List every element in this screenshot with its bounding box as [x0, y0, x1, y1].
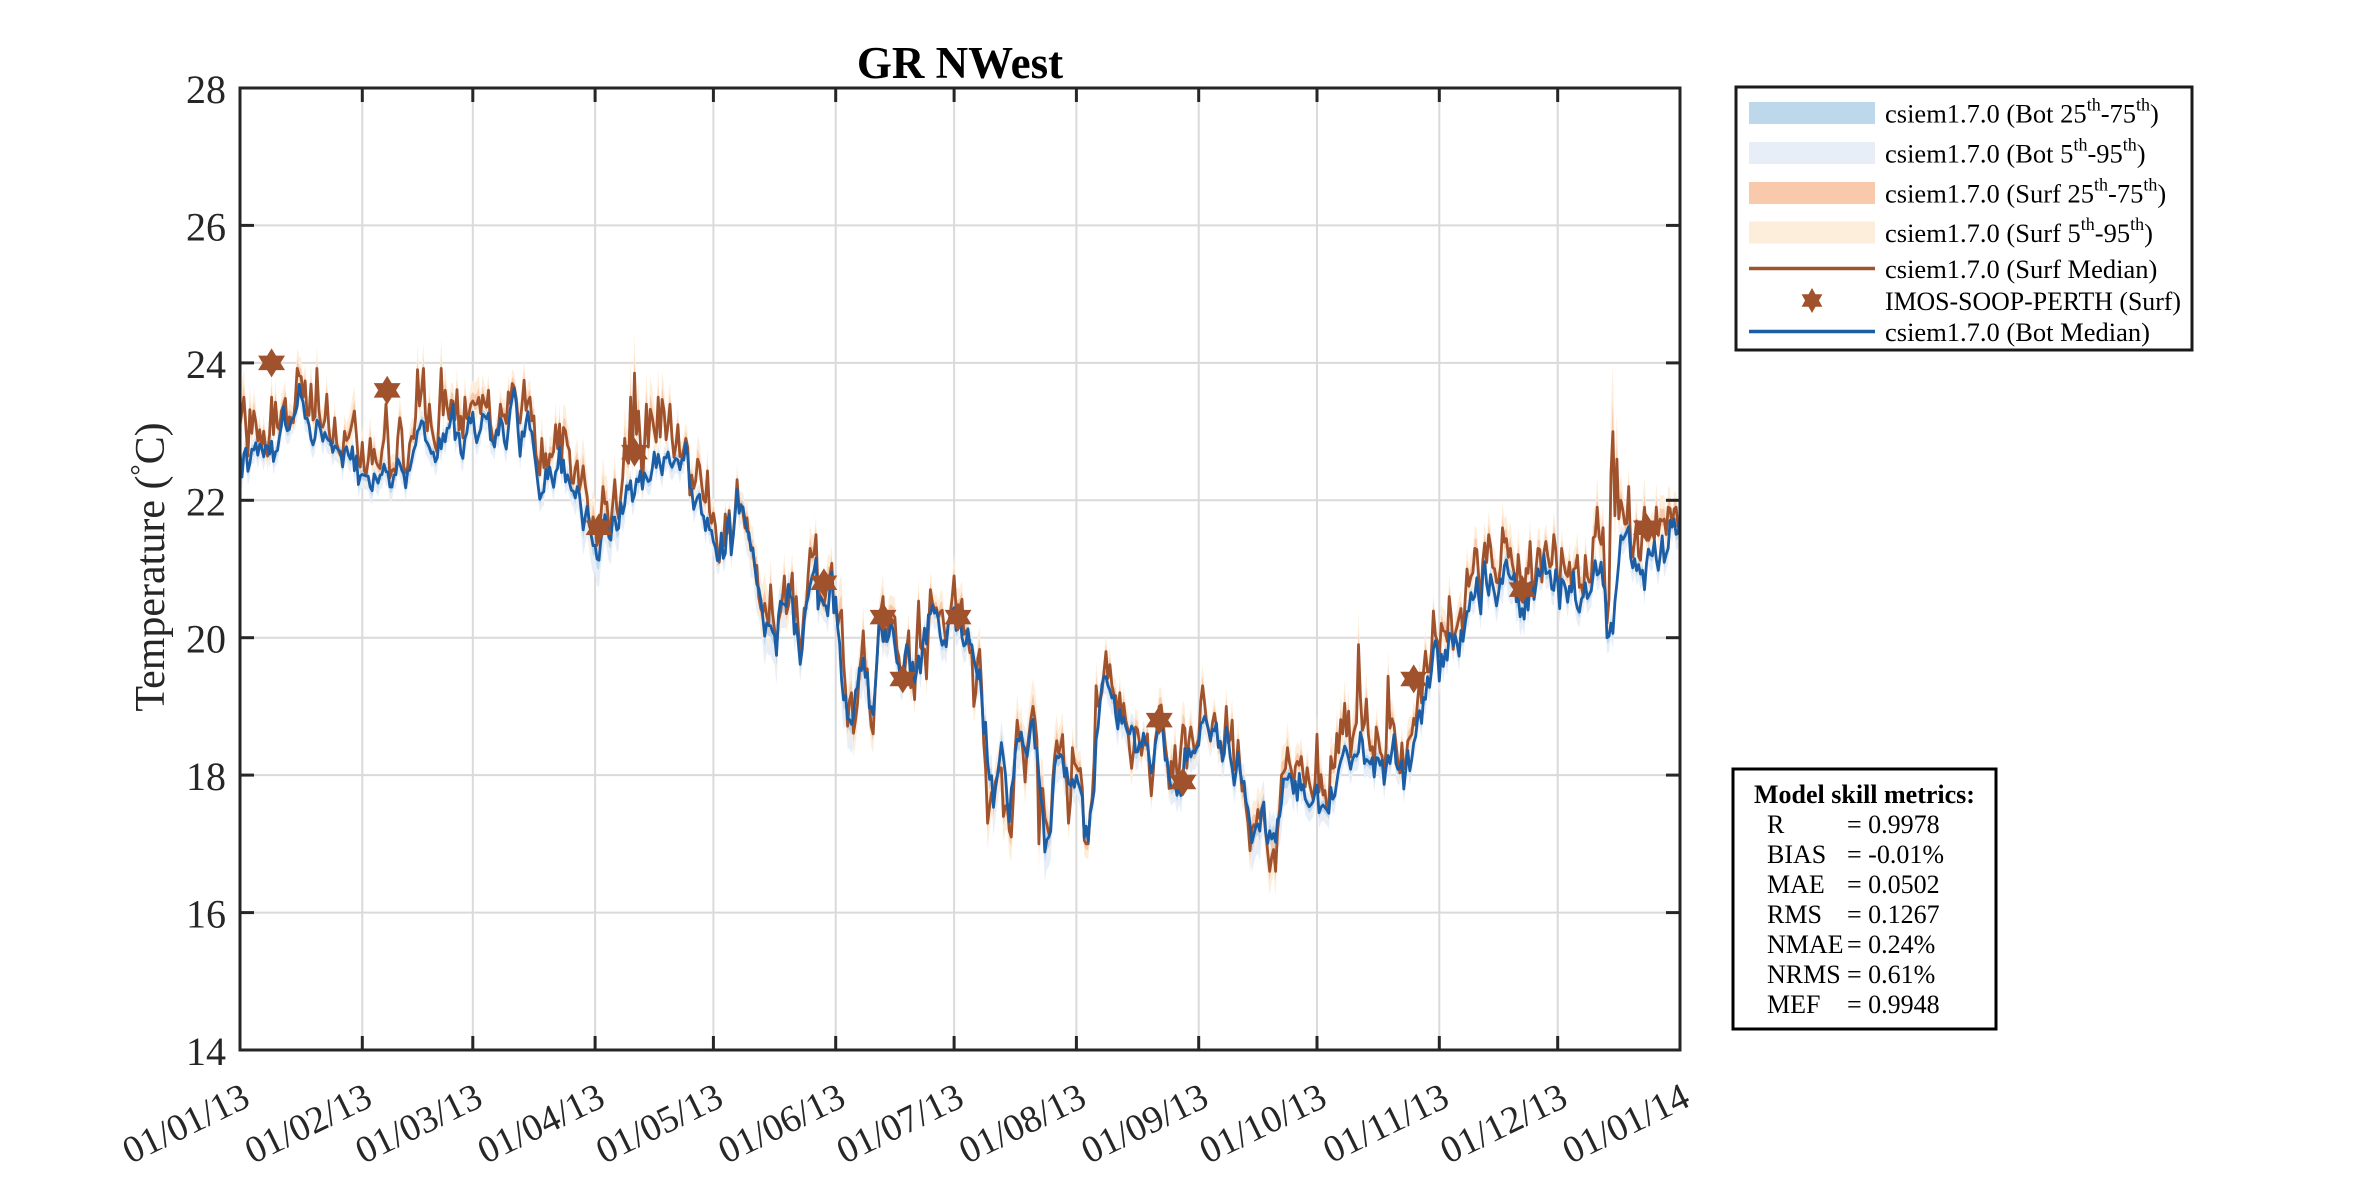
- svg-text:GR NWest: GR NWest: [857, 38, 1063, 88]
- svg-text:csiem1.7.0 (Surf 5th-95th): csiem1.7.0 (Surf 5th-95th): [1885, 214, 2153, 248]
- svg-text:20: 20: [186, 617, 226, 662]
- svg-text:NRMS: NRMS: [1767, 960, 1841, 989]
- svg-text:= 0.61%: = 0.61%: [1847, 960, 1935, 989]
- svg-text:26: 26: [186, 204, 226, 249]
- svg-text:28: 28: [186, 67, 226, 112]
- svg-text:R: R: [1767, 810, 1785, 839]
- svg-text:MAE: MAE: [1767, 870, 1825, 899]
- svg-text:22: 22: [186, 479, 226, 524]
- svg-text:16: 16: [186, 892, 226, 937]
- svg-text:csiem1.7.0 (Bot 5th-95th): csiem1.7.0 (Bot 5th-95th): [1885, 135, 2146, 169]
- svg-text:= 0.1267: = 0.1267: [1847, 900, 1940, 929]
- svg-text:= 0.0502: = 0.0502: [1847, 870, 1940, 899]
- svg-text:Model skill metrics:: Model skill metrics:: [1754, 780, 1975, 809]
- svg-text:= 0.9948: = 0.9948: [1847, 990, 1940, 1019]
- svg-text:csiem1.7.0 (Bot Median): csiem1.7.0 (Bot Median): [1885, 317, 2150, 347]
- svg-text:csiem1.7.0 (Surf Median): csiem1.7.0 (Surf Median): [1885, 254, 2157, 284]
- svg-text:csiem1.7.0 (Bot 25th-75th): csiem1.7.0 (Bot 25th-75th): [1885, 95, 2159, 129]
- svg-text:= -0.01%: = -0.01%: [1847, 840, 1944, 869]
- svg-text:14: 14: [186, 1029, 226, 1074]
- svg-text:IMOS-SOOP-PERTH (Surf): IMOS-SOOP-PERTH (Surf): [1885, 286, 2181, 316]
- svg-text:24: 24: [186, 342, 226, 387]
- svg-text:= 0.9978: = 0.9978: [1847, 810, 1940, 839]
- svg-text:NMAE: NMAE: [1767, 930, 1844, 959]
- svg-text:RMS: RMS: [1767, 900, 1822, 929]
- svg-text:= 0.24%: = 0.24%: [1847, 930, 1935, 959]
- svg-text:BIAS: BIAS: [1767, 840, 1826, 869]
- svg-text:csiem1.7.0 (Surf 25th-75th): csiem1.7.0 (Surf 25th-75th): [1885, 175, 2166, 209]
- svg-text:MEF: MEF: [1767, 990, 1820, 1019]
- svg-text:18: 18: [186, 754, 226, 799]
